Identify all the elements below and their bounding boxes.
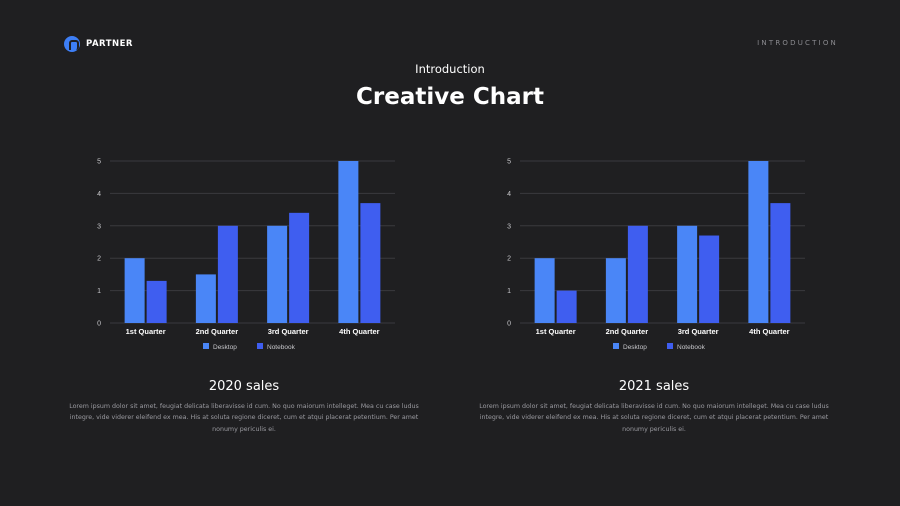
bar-desktop-1 bbox=[124, 258, 145, 323]
y-tick-label: 0 bbox=[507, 321, 511, 328]
bar-notebook-2 bbox=[217, 225, 238, 323]
y-tick-label: 0 bbox=[97, 321, 101, 328]
x-tick-label: 2nd Quarter bbox=[196, 327, 239, 336]
x-tick-label: 1st Quarter bbox=[126, 327, 166, 336]
chart-2020-svg: 0 1 2 3 4 5 1st Quarter 2nd Quarter 3rd Quarter 4… bbox=[97, 159, 395, 351]
x-tick-label: 3rd Quarter bbox=[268, 327, 309, 336]
bar-notebook-4 bbox=[770, 203, 791, 323]
x-tick-label: 3rd Quarter bbox=[678, 327, 719, 336]
y-tick-label: 1 bbox=[97, 288, 101, 295]
bar-desktop-4 bbox=[748, 161, 769, 323]
legend-label: Desktop bbox=[623, 344, 647, 351]
bar-notebook-3 bbox=[699, 235, 720, 323]
caption-title-2020: 2020 sales bbox=[208, 379, 280, 394]
chart-2021: 0 1 2 3 4 5 1st Quarter 2nd Quarter 3rd Quarter 4… bbox=[495, 150, 840, 360]
y-tick-label: 1 bbox=[507, 288, 511, 295]
legend-swatch bbox=[257, 343, 263, 349]
page-title: Creative Chart bbox=[356, 84, 544, 110]
bar-desktop-2 bbox=[195, 274, 216, 323]
caption-body-2020: Lorem ipsum dolor sit amet, feugiat deli… bbox=[69, 403, 419, 433]
chart-2021-svg: 0 1 2 3 4 5 1st Quarter 2nd Quarter 3rd Quarter 4… bbox=[507, 159, 805, 351]
bar-notebook-4 bbox=[360, 203, 381, 323]
bar-notebook-1 bbox=[146, 280, 167, 323]
bar-desktop-1 bbox=[534, 258, 555, 323]
section-nav-label: INTRODUCTION bbox=[757, 39, 838, 47]
x-tick-label: 2nd Quarter bbox=[606, 327, 649, 336]
bar-notebook-3 bbox=[289, 212, 310, 323]
y-tick-label: 5 bbox=[97, 159, 101, 166]
y-tick-label: 4 bbox=[97, 191, 101, 198]
bar-desktop-3 bbox=[677, 225, 698, 323]
legend-label: Notebook bbox=[677, 344, 706, 351]
legend-label: Notebook bbox=[267, 344, 296, 351]
caption-title-2021: 2021 sales bbox=[618, 379, 690, 394]
legend-swatch bbox=[667, 343, 673, 349]
bar-desktop-3 bbox=[267, 225, 288, 323]
caption-body-2021: Lorem ipsum dolor sit amet, feugiat deli… bbox=[479, 403, 829, 433]
page-subtitle: Introduction bbox=[415, 62, 485, 76]
bar-notebook-1 bbox=[556, 290, 577, 323]
y-tick-label: 4 bbox=[507, 191, 511, 198]
bar-desktop-4 bbox=[338, 161, 359, 323]
legend-label: Desktop bbox=[213, 344, 237, 351]
legend-swatch bbox=[613, 343, 619, 349]
bar-desktop-2 bbox=[605, 258, 626, 323]
x-tick-label: 4th Quarter bbox=[339, 327, 380, 336]
y-tick-label: 3 bbox=[507, 223, 511, 230]
y-tick-label: 3 bbox=[97, 223, 101, 230]
logo: PARTNER bbox=[64, 36, 133, 52]
y-tick-label: 5 bbox=[507, 159, 511, 166]
x-tick-label: 4th Quarter bbox=[749, 327, 790, 336]
y-tick-label: 2 bbox=[97, 256, 101, 263]
chart-2020: 0 1 2 3 4 5 1st Quarter 2nd Quarter 3rd Quarter 4… bbox=[85, 150, 430, 360]
logo-text: PARTNER bbox=[86, 39, 133, 49]
x-tick-label: 1st Quarter bbox=[536, 327, 576, 336]
partner-logo-icon bbox=[64, 36, 80, 52]
bar-notebook-2 bbox=[627, 225, 648, 323]
y-tick-label: 2 bbox=[507, 256, 511, 263]
legend-swatch bbox=[203, 343, 209, 349]
